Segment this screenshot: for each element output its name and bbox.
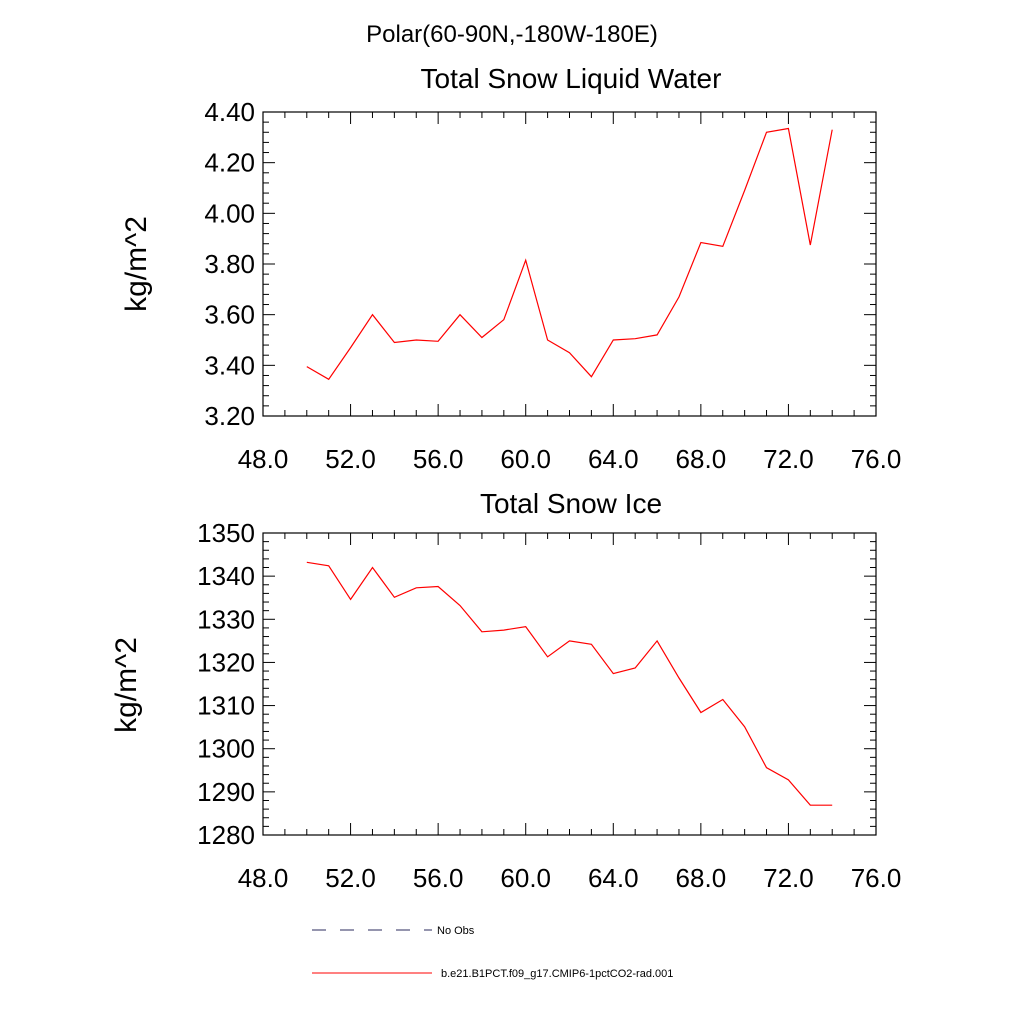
y-tick-label: 4.40 [204, 97, 255, 127]
y-tick-label: 1320 [197, 647, 255, 677]
x-tick-label: 64.0 [588, 863, 639, 893]
series-line [306, 127, 833, 381]
supertitle: Polar(60-90N,-180W-180E) [366, 21, 658, 48]
y-tick-label: 1310 [197, 691, 255, 721]
plot-frame [262, 111, 877, 417]
y-tick-label: 3.20 [204, 401, 255, 431]
legend-obs-label: No Obs [437, 925, 475, 937]
x-tick-label: 60.0 [500, 444, 551, 474]
y-tick-label: 1290 [197, 777, 255, 807]
y-tick-label: 4.20 [204, 148, 255, 178]
y-tick-label: 1340 [197, 561, 255, 591]
x-tick-label: 56.0 [413, 863, 464, 893]
x-tick-label: 76.0 [851, 863, 902, 893]
x-tick-label: 52.0 [325, 863, 376, 893]
y-tick-label: 1330 [197, 604, 255, 634]
legend: No Obs b.e21.B1PCT.f09_g17.CMIP6-1pctCO2… [312, 925, 673, 980]
y-tick-label: 1280 [197, 820, 255, 850]
panel-snow-liquid-water: Total Snow Liquid Water kg/m^2 48.0 52.0 5… [120, 63, 901, 474]
x-tick-label: 68.0 [676, 444, 727, 474]
legend-model-label: b.e21.B1PCT.f09_g17.CMIP6-1pctCO2-rad.00… [441, 968, 673, 980]
y-axis-label: kg/m^2 [120, 216, 153, 312]
y-tick-label: 3.40 [204, 350, 255, 380]
x-tick-label: 68.0 [676, 863, 727, 893]
plot-frame [262, 532, 877, 836]
panel-title: Total Snow Ice [480, 488, 662, 519]
y-tick-label: 3.80 [204, 249, 255, 279]
x-tick-label: 52.0 [325, 444, 376, 474]
x-tick-label: 72.0 [763, 444, 814, 474]
y-tick-label: 1300 [197, 734, 255, 764]
panel-snow-ice: Total Snow Ice kg/m^2 48.0 52.0 56.0 60.0 64… [110, 488, 901, 893]
x-tick-label: 76.0 [851, 444, 902, 474]
x-tick-label: 64.0 [588, 444, 639, 474]
series-line [306, 561, 833, 806]
y-tick-label: 4.00 [204, 198, 255, 228]
x-tick-label: 56.0 [413, 444, 464, 474]
panel-title: Total Snow Liquid Water [421, 63, 722, 94]
x-tick-label: 60.0 [500, 863, 551, 893]
y-axis-label: kg/m^2 [110, 637, 143, 733]
y-tick-label: 3.60 [204, 300, 255, 330]
y-tick-label: 1350 [197, 518, 255, 548]
x-tick-label: 48.0 [238, 444, 289, 474]
x-tick-label: 48.0 [238, 863, 289, 893]
x-tick-label: 72.0 [763, 863, 814, 893]
